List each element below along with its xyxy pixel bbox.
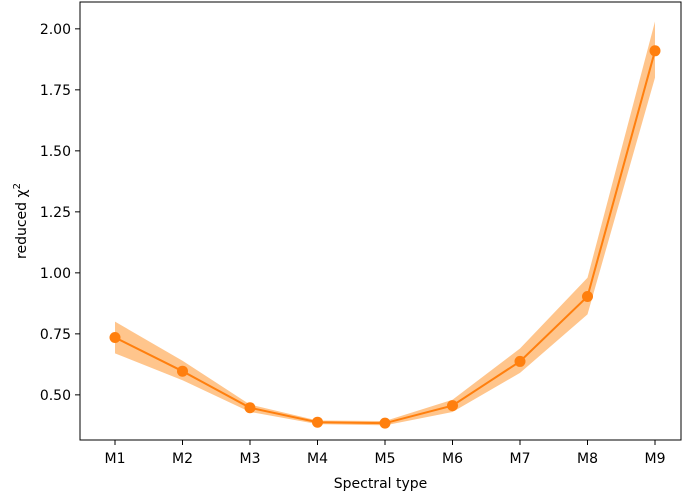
data-point xyxy=(177,365,188,377)
y-tick-label: 1.00 xyxy=(40,266,71,282)
x-tick-label: M7 xyxy=(510,451,531,467)
x-tick-label: M5 xyxy=(375,451,396,467)
x-tick-label: M8 xyxy=(577,451,598,467)
y-axis-label: reduced χ2 xyxy=(12,183,30,259)
axes-frame xyxy=(79,1,682,441)
data-point xyxy=(514,355,526,367)
x-axis: M1 M2 M3 M4 M5 M6 M7 M8 M9 xyxy=(105,440,666,467)
data-point xyxy=(379,417,391,429)
x-tick-label: M9 xyxy=(645,451,666,467)
data-point xyxy=(447,400,458,412)
y-tick-label: 0.75 xyxy=(40,327,71,343)
data-point xyxy=(649,45,661,57)
y-tick-label: 1.25 xyxy=(40,205,71,221)
x-tick-label: M2 xyxy=(172,451,193,467)
plot-area xyxy=(109,21,661,429)
x-axis-label: Spectral type xyxy=(334,476,428,492)
x-tick-label: M4 xyxy=(307,451,328,467)
data-point xyxy=(582,291,593,303)
y-tick-label: 1.50 xyxy=(40,144,71,160)
x-tick-label: M6 xyxy=(442,451,463,467)
data-point xyxy=(244,402,256,414)
data-point xyxy=(109,332,121,344)
y-axis: 0.50 0.75 1.00 1.25 1.50 1.75 2.00 xyxy=(40,22,80,404)
y-tick-label: 1.75 xyxy=(40,83,71,99)
y-axis-label-base: reduced χ xyxy=(14,189,30,259)
y-tick-label: 2.00 xyxy=(40,22,71,38)
x-tick-label: M3 xyxy=(240,451,261,467)
x-tick-label: M1 xyxy=(105,451,126,467)
data-point xyxy=(312,416,323,428)
y-axis-label-superscript: 2 xyxy=(12,183,23,189)
y-tick-label: 0.50 xyxy=(40,388,71,404)
